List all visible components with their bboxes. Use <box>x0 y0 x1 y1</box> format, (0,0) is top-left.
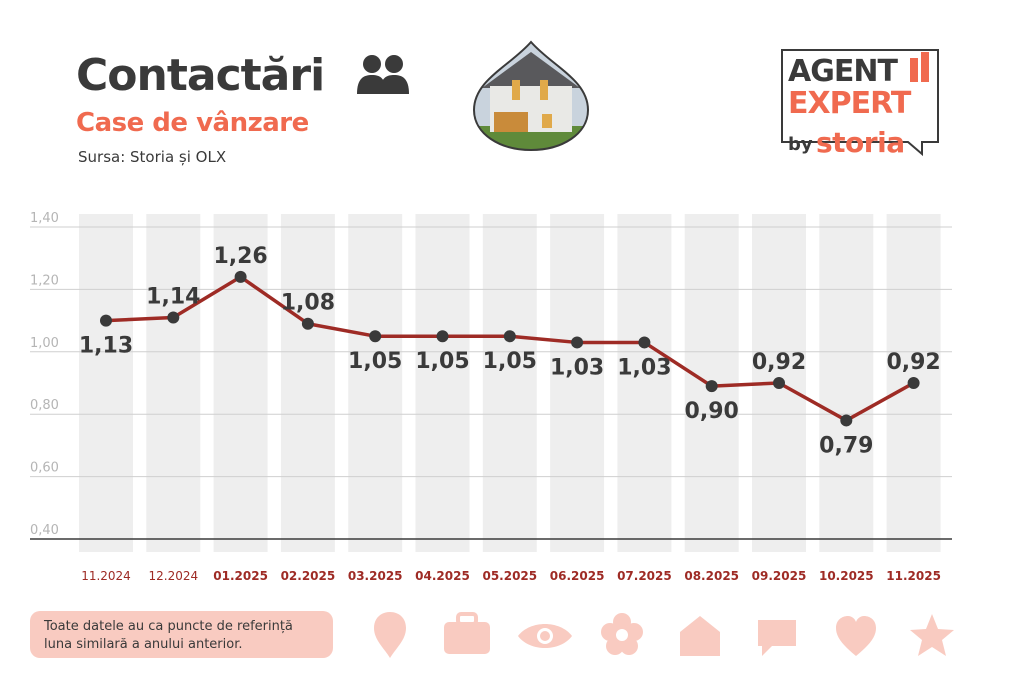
data-label: 1,14 <box>146 284 200 309</box>
data-label: 1,05 <box>348 349 402 374</box>
column-bg <box>415 214 470 552</box>
data-label: 0,92 <box>752 350 806 375</box>
data-point <box>503 330 516 343</box>
people-icon <box>357 55 409 94</box>
x-tick-label: 12.2024 <box>148 569 198 583</box>
column-bg <box>617 214 672 552</box>
logo-brand: storia <box>816 126 905 159</box>
data-point <box>840 414 853 427</box>
data-label: 0,90 <box>685 399 739 424</box>
data-label: 1,03 <box>550 355 604 380</box>
data-label: 0,92 <box>886 350 940 375</box>
logo-line-1: AGENT <box>788 54 898 89</box>
x-tick-label: 06.2025 <box>550 569 605 583</box>
column-bg <box>213 214 268 552</box>
footer-icon-row <box>374 612 954 658</box>
x-tick-label: 03.2025 <box>348 569 403 583</box>
column-bg <box>819 214 874 552</box>
flower-icon <box>601 613 643 655</box>
chat-bubble-icon <box>758 620 796 656</box>
data-point <box>234 270 247 283</box>
data-label: 0,79 <box>819 433 873 458</box>
y-tick-label: 1,00 <box>30 336 59 351</box>
data-label: 1,08 <box>281 291 335 316</box>
x-tick-label: 02.2025 <box>281 569 336 583</box>
heart-icon <box>836 616 876 656</box>
column-bg <box>550 214 605 552</box>
data-label: 1,26 <box>213 244 267 269</box>
y-tick-label: 0,80 <box>30 398 59 413</box>
briefcase-icon <box>444 612 490 654</box>
column-bg <box>482 214 537 552</box>
line-chart: 0,40 0,60 0,80 1,00 1,20 1,40 1,13 11.2024 1,14 1… <box>30 211 952 583</box>
data-label: 1,05 <box>415 349 469 374</box>
data-point <box>638 336 651 349</box>
data-point <box>907 377 920 389</box>
x-tick-label: 11.2025 <box>886 569 941 583</box>
house-icon <box>680 616 720 656</box>
star-icon <box>910 614 954 656</box>
data-point <box>167 311 180 324</box>
data-point <box>773 377 785 389</box>
y-tick-label: 1,20 <box>30 273 59 288</box>
x-tick-label: 01.2025 <box>213 569 268 583</box>
page-subtitle: Case de vânzare <box>76 108 309 138</box>
source-note: Sursa: Storia și OLX <box>78 148 227 166</box>
column-bg <box>280 214 335 552</box>
data-point <box>705 380 718 393</box>
data-label: 1,05 <box>483 349 537 374</box>
data-point <box>301 317 314 330</box>
page-title: Contactări <box>76 50 325 101</box>
logo-line-2: EXPERT <box>788 86 911 121</box>
column-bg <box>348 214 403 552</box>
y-tick-label: 0,40 <box>30 523 59 538</box>
data-point <box>100 314 112 327</box>
x-tick-label: 04.2025 <box>415 569 470 583</box>
x-tick-label: 11.2024 <box>81 569 131 583</box>
x-tick-label: 07.2025 <box>617 569 672 583</box>
column-bg <box>79 214 133 552</box>
data-point <box>436 330 449 343</box>
eye-icon <box>518 624 572 648</box>
data-point <box>571 336 584 349</box>
house-photo <box>472 40 590 152</box>
data-label: 1,13 <box>79 334 133 359</box>
y-tick-label: 1,40 <box>30 211 59 226</box>
column-bg <box>146 214 201 552</box>
data-point <box>369 330 382 343</box>
data-label: 1,03 <box>617 355 671 380</box>
logo-by: by <box>788 134 813 155</box>
location-pin-icon <box>374 612 406 658</box>
x-tick-label: 09.2025 <box>752 569 807 583</box>
reference-note: Toate datele au ca puncte de referință l… <box>30 611 333 658</box>
x-tick-label: 10.2025 <box>819 569 874 583</box>
x-tick-label: 08.2025 <box>684 569 739 583</box>
y-tick-label: 0,60 <box>30 461 59 476</box>
x-tick-label: 05.2025 <box>482 569 537 583</box>
